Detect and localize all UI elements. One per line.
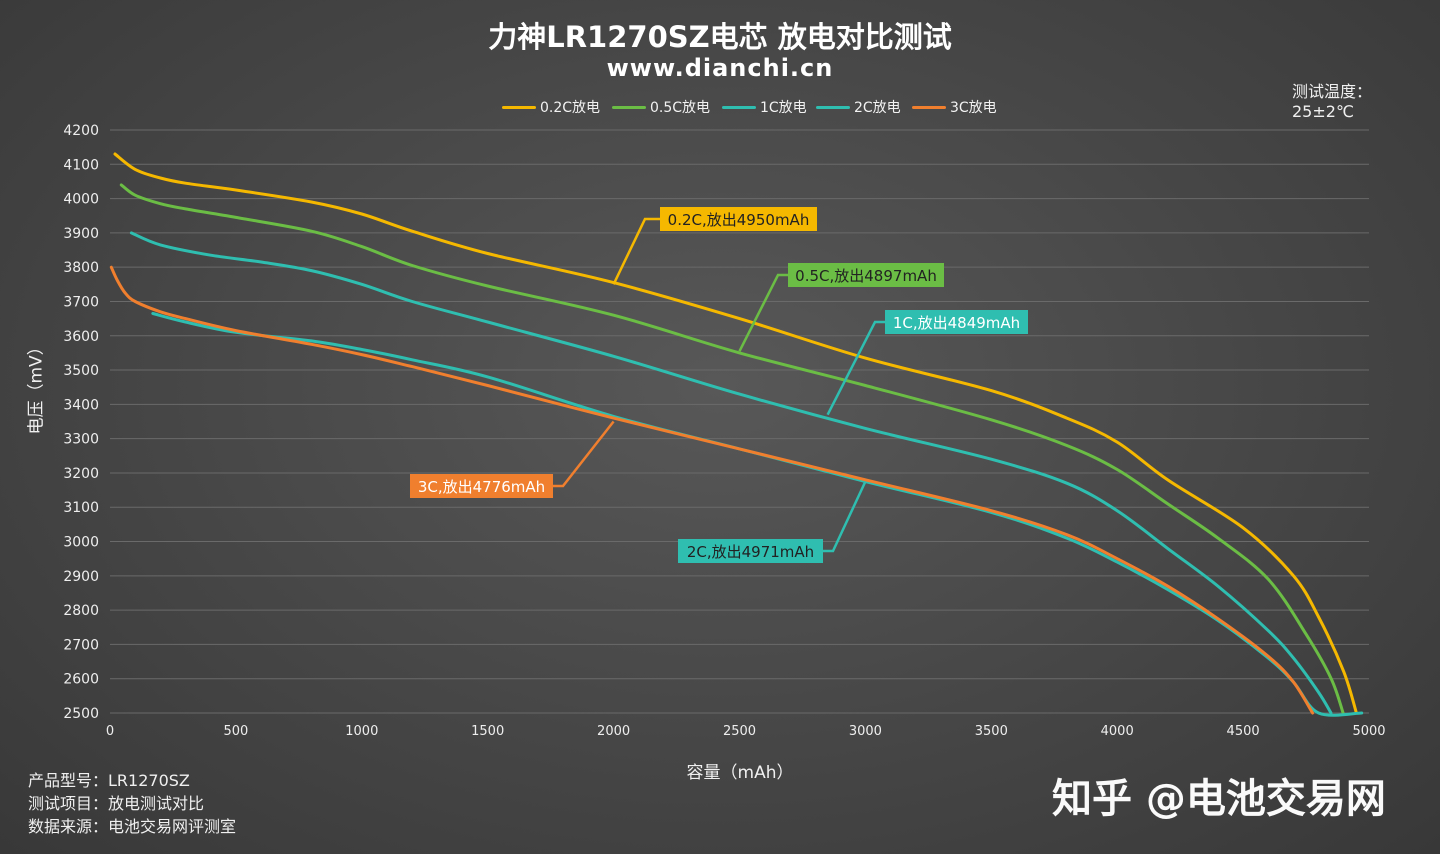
y-tick-label: 3300 (63, 432, 99, 448)
legend-swatch-0.5c (612, 105, 646, 109)
annotation-box (885, 310, 1028, 334)
info-product-model: 产品型号：LR1270SZ (28, 771, 190, 790)
y-tick-label: 3100 (63, 500, 99, 516)
annotation-box (678, 539, 823, 563)
legend-item-0.5c: 0.5C放电 (612, 97, 710, 117)
annotation-leader (823, 480, 867, 553)
y-tick-label: 3000 (63, 535, 99, 551)
y-tick-label: 3600 (63, 329, 99, 345)
x-tick-label: 500 (223, 724, 248, 739)
y-tick-label: 2700 (63, 637, 99, 653)
y-tick-label: 4200 (63, 123, 99, 139)
x-tick-label: 3500 (975, 724, 1008, 739)
annotation-box (788, 263, 944, 287)
annotation-leader (826, 320, 885, 416)
y-tick-label: 3500 (63, 363, 99, 379)
y-tick-label: 3200 (63, 466, 99, 482)
x-tick-label: 4500 (1227, 724, 1260, 739)
y-tick-label: 3700 (63, 294, 99, 310)
annotation-box (410, 474, 553, 498)
legend-label-0.2c: 0.2C放电 (540, 100, 601, 116)
x-axis-label: 容量（mAh） (686, 763, 794, 783)
chart-title: 力神LR1270SZ电芯 放电对比测试 (488, 20, 952, 54)
x-tick-label: 2000 (597, 724, 630, 739)
x-tick-label: 1000 (345, 724, 378, 739)
x-tick-label: 3000 (849, 724, 882, 739)
series-line-1 (119, 183, 1345, 715)
temperature-value: 25±2℃ (1292, 102, 1354, 121)
y-tick-label: 3400 (63, 397, 99, 413)
x-tick-label: 1500 (471, 724, 504, 739)
temperature-label: 测试温度： (1292, 82, 1373, 101)
annotation-label: 2C,放出4971mAh (687, 543, 814, 561)
legend-label-2c: 2C放电 (854, 100, 901, 116)
legend-label-3c: 3C放电 (950, 100, 997, 116)
y-tick-label: 2500 (63, 706, 99, 722)
legend-label-0.5c: 0.5C放电 (650, 100, 711, 116)
legend-item-1c: 1C放电 (722, 97, 807, 117)
annotation-label: 1C,放出4849mAh (893, 314, 1020, 332)
series-line-3 (151, 312, 1364, 717)
y-tick-label: 4100 (63, 157, 99, 173)
annotation-label: 0.2C,放出4950mAh (668, 211, 810, 229)
watermark: 知乎 @电池交易网 (1052, 776, 1386, 822)
x-tick-label: 5000 (1352, 724, 1385, 739)
annotation-label: 0.5C,放出4897mAh (795, 267, 937, 285)
legend-label-1c: 1C放电 (760, 100, 807, 116)
y-tick-label: 2600 (63, 672, 99, 688)
legend-swatch-3c (912, 105, 946, 109)
legend-swatch-2c (816, 105, 850, 109)
annotation-leader (738, 273, 788, 352)
series-line-2 (129, 231, 1333, 715)
legend-item-3c: 3C放电 (912, 97, 997, 117)
series-line-4 (109, 265, 1315, 715)
series-line-0 (113, 152, 1358, 715)
annotation-leader (553, 420, 615, 488)
chart-subtitle: www.dianchi.cn (606, 54, 834, 82)
x-tick-label: 2500 (723, 724, 756, 739)
legend-item-0.2c: 0.2C放电 (502, 97, 600, 117)
y-axis-label: 电压（mV） (26, 338, 47, 435)
info-data-source: 数据来源：电池交易网评测室 (28, 817, 237, 836)
y-tick-label: 2800 (63, 603, 99, 619)
x-tick-label: 0 (106, 724, 114, 739)
info-test-item: 测试项目：放电测试对比 (28, 794, 205, 813)
legend-item-2c: 2C放电 (816, 97, 901, 117)
annotation-leader (612, 217, 660, 285)
y-tick-label: 3900 (63, 226, 99, 242)
y-tick-label: 2900 (63, 569, 99, 585)
annotation-label: 3C,放出4776mAh (418, 478, 545, 496)
legend-swatch-0.2c (502, 105, 536, 109)
y-tick-label: 4000 (63, 192, 99, 208)
legend-swatch-1c (722, 105, 756, 109)
x-tick-label: 4000 (1101, 724, 1134, 739)
y-tick-label: 3800 (63, 260, 99, 276)
annotation-box (660, 207, 817, 231)
